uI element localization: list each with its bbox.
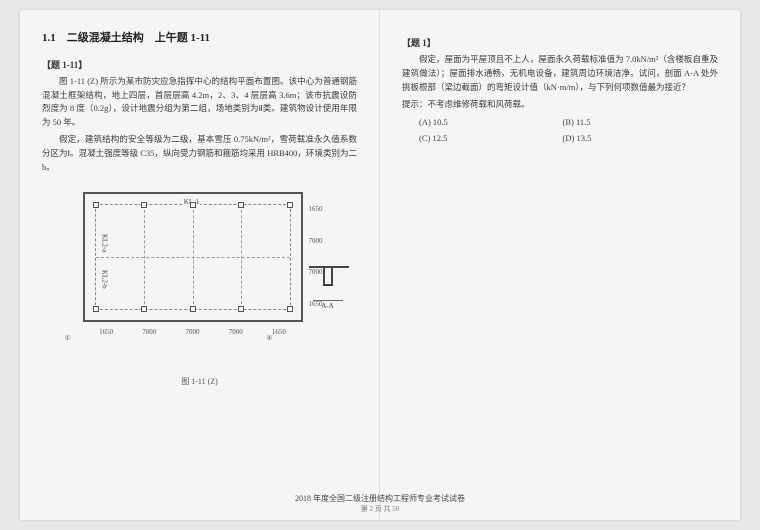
figure-outer-frame: KL-1 KL2-a KL2-b 1650 7000 xyxy=(83,192,303,322)
beam-label-kl2a: KL2-a xyxy=(98,234,111,252)
footer-page-number: 第 2 页 共 50 xyxy=(20,504,740,514)
answer-options: (A) 10.5 (B) 11.5 (C) 12.5 (D) 13.5 xyxy=(419,116,718,149)
dim-x: 1650 xyxy=(85,327,128,338)
question-1-hint: 提示：不考虑维修荷载和风荷载。 xyxy=(402,98,718,112)
dim-x: 7000 xyxy=(214,327,257,338)
aa-tee xyxy=(323,268,333,286)
question-group-label: 【题 1-11】 xyxy=(42,58,357,72)
question-1-text: 假定，屋面为平屋顶且不上人，屋面永久荷载标准值为 7.0kN/m²（含楼板自重及… xyxy=(402,53,718,94)
dim-x: 7000 xyxy=(171,327,214,338)
page-left: 1.1 二级混凝土结构 上午题 1-11 【题 1-11】 图 1-11 (Z)… xyxy=(20,10,380,520)
section-aa-label: A-A xyxy=(313,300,343,312)
column-marker xyxy=(93,202,99,208)
dim-y: 7000 xyxy=(309,226,323,258)
option-c: (C) 12.5 xyxy=(419,132,563,146)
figure-caption: 图 1-11 (Z) xyxy=(42,376,357,389)
column-marker xyxy=(190,202,196,208)
structural-plan-figure: KL-1 KL2-a KL2-b 1650 7000 xyxy=(65,184,335,354)
axis-label: ④ xyxy=(266,333,272,344)
page-right: 【题 1】 假定，屋面为平屋顶且不上人，屋面永久荷载标准值为 7.0kN/m²（… xyxy=(380,10,740,520)
exam-paper: 1.1 二级混凝土结构 上午题 1-11 【题 1-11】 图 1-11 (Z)… xyxy=(20,10,740,520)
aa-shape xyxy=(309,266,349,280)
axis-label: ① xyxy=(65,333,71,344)
column-marker xyxy=(238,306,244,312)
column-marker xyxy=(287,202,293,208)
footer-title: 2018 年度全国二级注册结构工程师专业考试试卷 xyxy=(20,493,740,504)
column-marker xyxy=(141,306,147,312)
option-a: (A) 10.5 xyxy=(419,116,563,130)
beam-label-kl2b: KL2-b xyxy=(98,270,111,289)
option-d: (D) 13.5 xyxy=(563,132,707,146)
column-marker xyxy=(238,202,244,208)
dim-x: 7000 xyxy=(128,327,171,338)
grid-hline xyxy=(96,257,290,258)
question-1-label: 【题 1】 xyxy=(402,36,718,50)
page-footer: 2018 年度全国二级注册结构工程师专业考试试卷 第 2 页 共 50 xyxy=(20,493,740,514)
dim-y: 1650 xyxy=(309,194,323,226)
column-marker xyxy=(190,306,196,312)
column-marker xyxy=(287,306,293,312)
option-b: (B) 11.5 xyxy=(563,116,707,130)
column-marker xyxy=(141,202,147,208)
intro-paragraph-1: 图 1-11 (Z) 所示为某市防灾应急指挥中心的结构平面布置图。该中心为普通钢… xyxy=(42,75,357,129)
column-marker xyxy=(93,306,99,312)
section-title: 1.1 二级混凝土结构 上午题 1-11 xyxy=(42,30,357,48)
section-aa-detail: A-A xyxy=(309,266,351,312)
dim-x: 1650 xyxy=(257,327,300,338)
intro-paragraph-2: 假定，建筑结构的安全等级为二级，基本雪压 0.75kN/m²，雪荷载准永久值系数… xyxy=(42,133,357,174)
figure-inner-grid: KL-1 KL2-a KL2-b xyxy=(95,204,291,310)
